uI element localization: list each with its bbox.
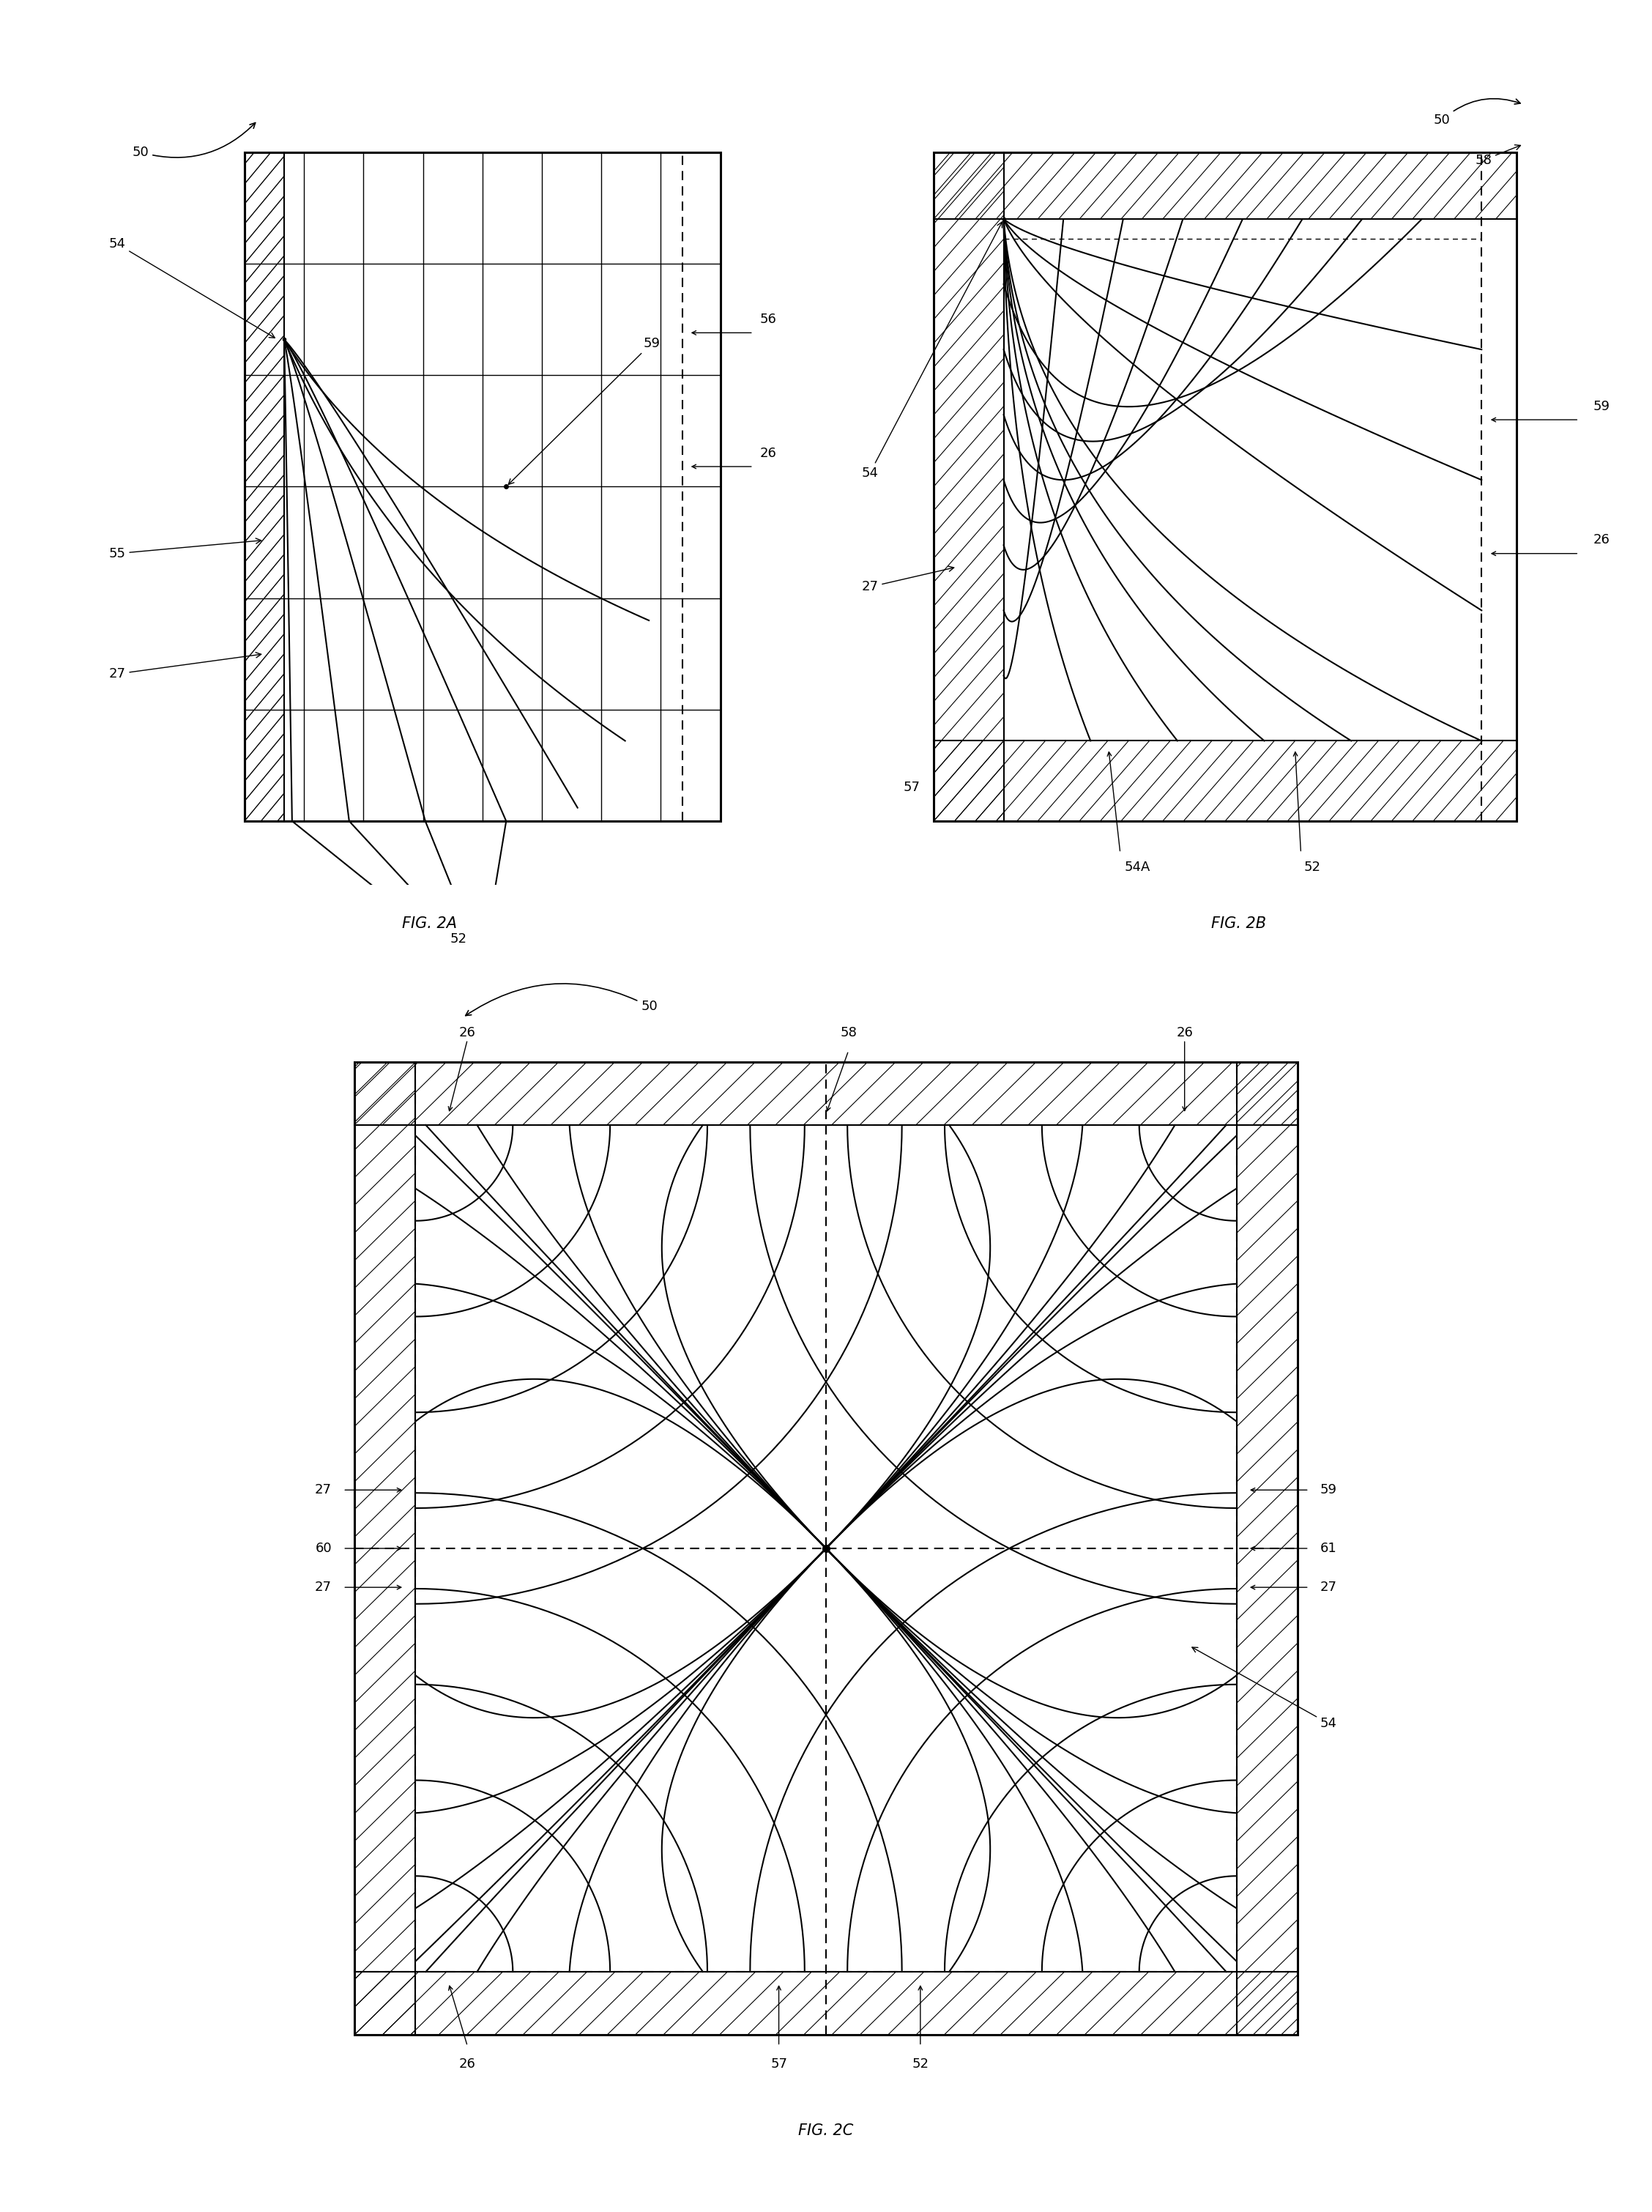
Text: 54: 54 — [109, 237, 274, 338]
Text: 26: 26 — [459, 2057, 476, 2070]
Text: 57: 57 — [770, 2057, 788, 2070]
Text: 26: 26 — [459, 1026, 476, 1040]
Text: 59: 59 — [1320, 1484, 1336, 1498]
Text: 58: 58 — [1475, 144, 1520, 166]
Text: 27: 27 — [316, 1484, 332, 1498]
Text: 54: 54 — [1193, 1648, 1336, 1730]
Text: 60: 60 — [316, 1542, 332, 1555]
Text: 61: 61 — [1320, 1542, 1336, 1555]
Text: 26: 26 — [1593, 533, 1609, 546]
Text: 54A: 54A — [1125, 860, 1151, 874]
Text: 55: 55 — [109, 538, 261, 560]
Text: 52: 52 — [451, 933, 468, 947]
Text: 57: 57 — [904, 781, 920, 794]
Text: 54: 54 — [861, 221, 1003, 480]
Text: 56: 56 — [760, 312, 776, 325]
Text: 58: 58 — [841, 1026, 857, 1040]
Text: 52: 52 — [1303, 860, 1322, 874]
Text: 26: 26 — [1176, 1026, 1193, 1040]
Text: 50: 50 — [1434, 100, 1520, 126]
Text: 50: 50 — [132, 122, 256, 159]
Text: 52: 52 — [912, 2057, 928, 2070]
Text: 59: 59 — [1593, 400, 1609, 414]
Text: FIG. 2A: FIG. 2A — [401, 916, 458, 931]
Text: 26: 26 — [760, 447, 776, 460]
Text: 27: 27 — [1320, 1582, 1336, 1595]
Text: 27: 27 — [109, 653, 261, 681]
Text: 27: 27 — [316, 1582, 332, 1595]
Text: FIG. 2C: FIG. 2C — [798, 2124, 854, 2139]
Text: FIG. 2B: FIG. 2B — [1211, 916, 1267, 931]
Text: 50: 50 — [466, 984, 657, 1015]
Text: 59: 59 — [509, 336, 659, 484]
Text: 27: 27 — [861, 566, 953, 593]
